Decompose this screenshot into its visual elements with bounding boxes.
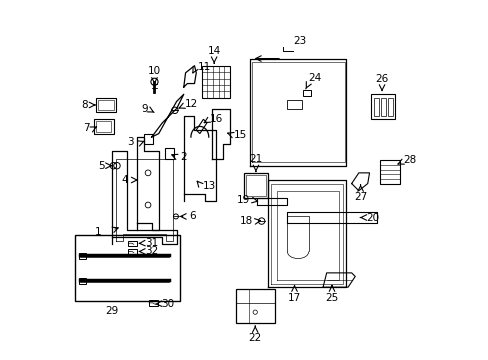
Text: 30: 30	[161, 299, 174, 309]
Text: 14: 14	[207, 46, 220, 56]
Text: 32: 32	[145, 247, 158, 256]
Bar	[75, 235, 180, 301]
Bar	[80, 253, 86, 259]
Bar	[287, 100, 301, 109]
Text: 10: 10	[147, 66, 161, 76]
Text: 15: 15	[233, 130, 246, 140]
Text: 19: 19	[236, 195, 249, 205]
Text: 18: 18	[240, 216, 253, 226]
Bar	[235, 289, 274, 323]
Text: 7: 7	[83, 123, 90, 133]
Text: 29: 29	[105, 306, 119, 316]
Bar	[80, 278, 86, 284]
Bar	[165, 148, 174, 158]
Bar	[380, 98, 386, 116]
Bar	[98, 100, 114, 111]
Text: 31: 31	[145, 238, 158, 248]
Bar	[149, 300, 158, 306]
Text: 4: 4	[122, 175, 128, 185]
Text: 28: 28	[403, 156, 416, 165]
Bar	[380, 160, 399, 184]
Text: 17: 17	[287, 293, 301, 303]
Text: 26: 26	[375, 73, 388, 84]
Text: 8: 8	[81, 100, 88, 110]
Bar	[387, 98, 393, 116]
Text: 1: 1	[95, 227, 102, 237]
Bar	[201, 66, 230, 98]
Text: 27: 27	[353, 192, 366, 202]
Bar	[244, 173, 267, 198]
Text: 12: 12	[184, 99, 198, 109]
Text: 22: 22	[248, 333, 261, 343]
Bar	[96, 121, 110, 132]
Bar	[96, 98, 116, 112]
Text: 25: 25	[325, 293, 338, 303]
Text: 21: 21	[249, 154, 262, 164]
Bar	[128, 241, 137, 246]
Bar	[373, 98, 378, 116]
Text: 9: 9	[141, 104, 148, 113]
Bar	[128, 249, 137, 254]
Text: 6: 6	[189, 211, 195, 221]
Text: 16: 16	[209, 113, 223, 123]
Text: 23: 23	[293, 36, 306, 46]
Bar	[246, 175, 265, 196]
Text: 2: 2	[180, 152, 186, 162]
Text: 20: 20	[366, 212, 379, 222]
Text: 5: 5	[99, 161, 105, 171]
Bar	[370, 94, 394, 119]
Bar	[94, 119, 114, 134]
Text: 3: 3	[127, 138, 134, 148]
Bar	[303, 90, 311, 96]
Bar	[143, 134, 152, 144]
Text: 24: 24	[307, 73, 321, 83]
Text: 11: 11	[197, 63, 210, 72]
Text: 13: 13	[203, 181, 216, 192]
